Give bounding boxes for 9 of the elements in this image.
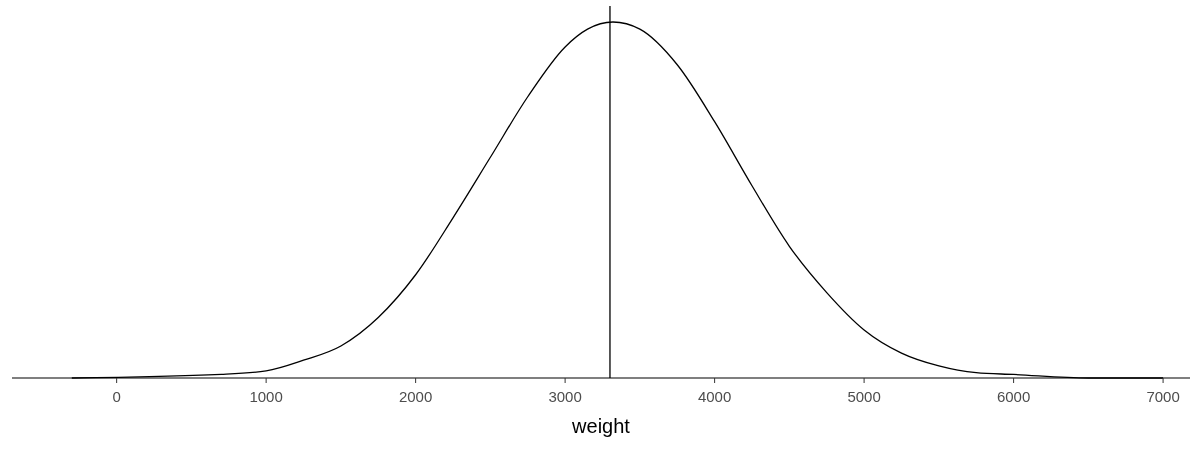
x-tick-label: 4000 <box>697 388 732 405</box>
x-tick-label: 6000 <box>996 388 1031 405</box>
x-tick-label: 0 <box>112 388 121 405</box>
x-tick-label: 3000 <box>548 388 582 405</box>
x-tick-label: 7000 <box>1146 388 1180 405</box>
x-tick-label: 1000 <box>249 388 283 405</box>
x-tick-label: 2000 <box>398 388 433 405</box>
x-axis-title: weight <box>571 415 631 437</box>
x-tick-label: 5000 <box>847 388 881 405</box>
